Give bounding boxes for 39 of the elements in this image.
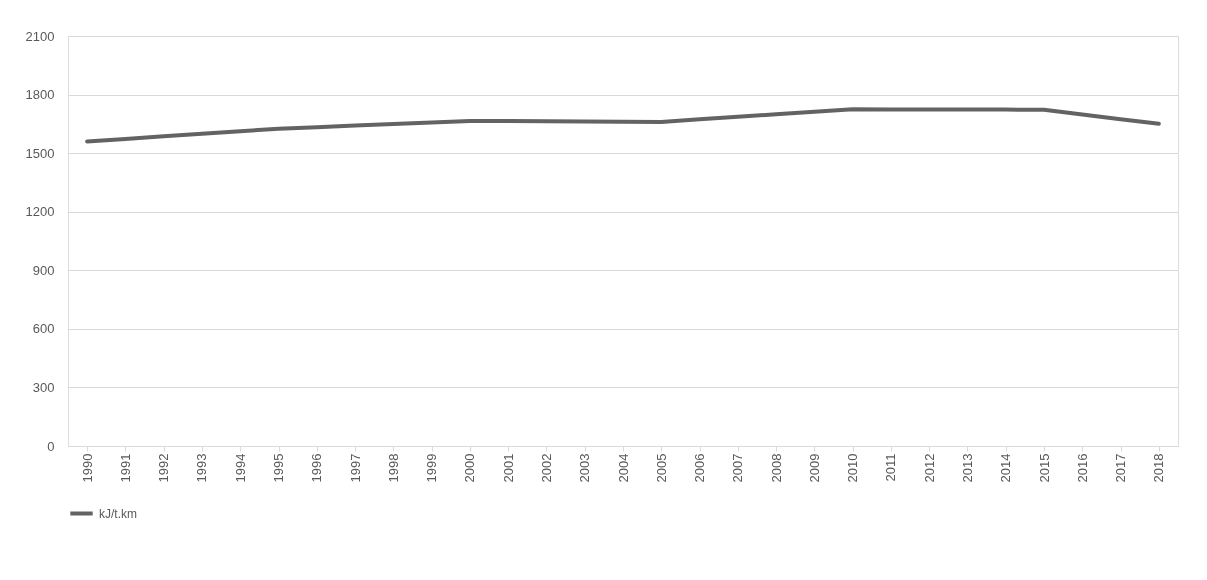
x-tick-label: 1996 <box>309 453 325 483</box>
x-tick-label: 1991 <box>117 453 133 483</box>
x-tick-label: 2001 <box>500 453 516 483</box>
x-tick-label: 1999 <box>424 453 440 483</box>
y-tick-label: 2100 <box>25 28 55 44</box>
x-tick-label: 2010 <box>845 453 861 483</box>
y-tick-label: 300 <box>32 379 55 395</box>
x-tick-label: 2007 <box>730 453 746 483</box>
x-tick-label: 1997 <box>347 453 363 483</box>
x-tick-label: 2003 <box>577 453 593 483</box>
x-tick-label: 2015 <box>1036 453 1052 483</box>
x-tick-label: 1994 <box>232 453 248 483</box>
y-tick-label: 1800 <box>25 87 55 103</box>
y-tick-label: 1500 <box>25 145 55 161</box>
x-tick-label: 2012 <box>921 453 937 483</box>
x-tick-label: 2005 <box>653 453 669 483</box>
x-tick-label: 2018 <box>1151 453 1167 483</box>
x-tick-label: 2014 <box>998 453 1014 483</box>
x-tick-label: 2008 <box>768 453 784 483</box>
y-tick-label: 0 <box>47 438 55 454</box>
x-tick-label: 2000 <box>462 453 478 483</box>
x-tick-label: 2011 <box>883 453 899 482</box>
y-tick-label: 600 <box>32 321 55 337</box>
x-tick-label: 2002 <box>538 453 554 483</box>
y-tick-label: 1200 <box>25 204 55 220</box>
x-tick-label: 2004 <box>615 453 631 483</box>
y-tick-label: 900 <box>32 262 55 278</box>
legend-label: kJ/t.km <box>99 506 137 521</box>
x-tick-label: 1990 <box>79 453 95 483</box>
x-tick-label: 2017 <box>1113 453 1129 483</box>
x-tick-label: 1992 <box>156 453 172 483</box>
x-tick-label: 2013 <box>959 453 975 483</box>
x-tick-label: 2006 <box>692 453 708 483</box>
x-tick-label: 1993 <box>194 453 210 483</box>
x-tick-label: 2009 <box>806 453 822 483</box>
x-tick-label: 1995 <box>271 453 287 483</box>
line-series <box>85 107 1161 144</box>
x-tick-label: 1998 <box>385 453 401 483</box>
x-tick-label: 2016 <box>1074 453 1090 483</box>
